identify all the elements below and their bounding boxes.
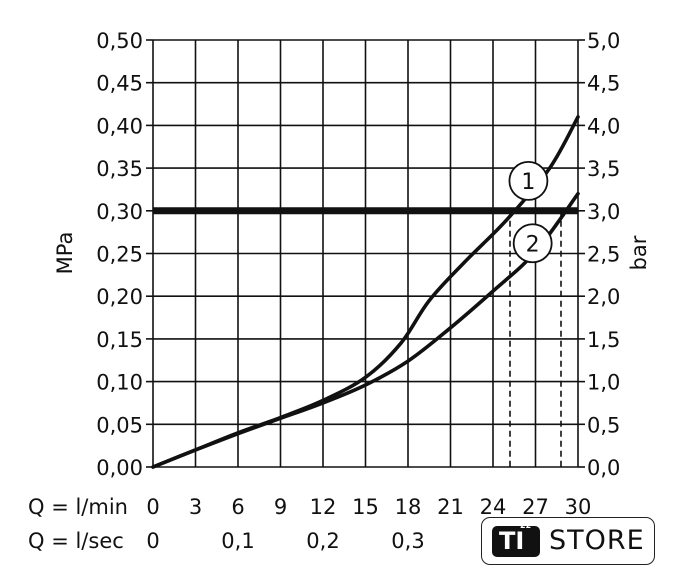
- x-tick-label-lmin: 6: [231, 495, 244, 519]
- ti-store-logo: TI 22 STORE: [481, 517, 655, 565]
- y-right-tick-label: 1,5: [587, 328, 620, 352]
- x-tick-label-lmin: 27: [522, 495, 549, 519]
- x-axis-label-lsec: Q = l/sec: [28, 529, 124, 553]
- y-left-tick-label: 0,35: [96, 157, 143, 181]
- y-right-tick-label: 2,5: [587, 243, 620, 267]
- y-right-tick-label: 4,0: [587, 114, 620, 138]
- x-axis-label-lmin: Q = l/min: [28, 495, 128, 519]
- x-tick-label-lsec: 0,2: [306, 529, 339, 553]
- x-tick-label-lmin: 18: [395, 495, 422, 519]
- y-right-tick-label: 2,0: [587, 285, 620, 309]
- x-tick-label-lmin: 21: [437, 495, 464, 519]
- x-tick-label-lsec: 0,3: [391, 529, 424, 553]
- curve-marker-label-1: 1: [521, 170, 535, 195]
- y-axis-title-right: bar: [627, 235, 651, 270]
- y-left-tick-label: 0,25: [96, 243, 143, 267]
- curves: 12: [151, 115, 580, 469]
- curve-marker-label-2: 2: [526, 232, 540, 257]
- x-tick-label-lmin: 30: [565, 495, 592, 519]
- grid: [146, 39, 585, 468]
- curve-2: [151, 191, 580, 469]
- y-right-tick-label: 0,0: [587, 456, 620, 480]
- x-tick-label-lmin: 12: [310, 495, 337, 519]
- y-left-tick-label: 0,05: [96, 413, 143, 437]
- y-left-tick-label: 0,30: [96, 200, 143, 224]
- ti-mark: TI: [492, 526, 540, 557]
- tick-labels: 0,00 0,00,05 0,50,10 1,00,15 1,50,20 2,00,25 2…: [96, 29, 620, 553]
- y-left-tick-label: 0,40: [96, 114, 143, 138]
- y-left-tick-label: 0,45: [96, 72, 143, 96]
- y-left-tick-label: 0,20: [96, 285, 143, 309]
- curve-marker-circle-1: [508, 161, 549, 201]
- y-left-tick-label: 0,50: [96, 29, 143, 53]
- y-right-tick-label: 3,0: [587, 200, 620, 224]
- x-tick-label-lmin: 3: [189, 495, 202, 519]
- store-text: STORE: [549, 525, 645, 556]
- intersection-dashes: [509, 210, 562, 467]
- x-tick-label-lmin: 24: [480, 495, 507, 519]
- y-axis-title-left: MPa: [53, 232, 77, 275]
- x-tick-label-lsec: 0,1: [221, 529, 254, 553]
- x-tick-label-lmin: 9: [274, 495, 287, 519]
- y-right-tick-label: 5,0: [587, 29, 620, 53]
- y-right-tick-label: 4,5: [587, 72, 620, 96]
- y-right-tick-label: 1,0: [587, 371, 620, 395]
- y-left-tick-label: 0,00: [96, 456, 143, 480]
- axis-labels: Q = l/min Q = l/sec MPa bar: [28, 232, 651, 553]
- x-tick-label-lsec: 0: [146, 529, 159, 553]
- curve-marker-circle-2: [512, 223, 553, 264]
- x-tick-label-lmin: 15: [352, 495, 379, 519]
- y-left-tick-label: 0,10: [96, 371, 143, 395]
- ti-mark-number: 22: [520, 521, 532, 530]
- x-tick-label-lmin: 0: [146, 495, 159, 519]
- y-right-tick-label: 3,5: [587, 157, 620, 181]
- y-left-tick-label: 0,15: [96, 328, 143, 352]
- y-right-tick-label: 0,5: [587, 413, 620, 437]
